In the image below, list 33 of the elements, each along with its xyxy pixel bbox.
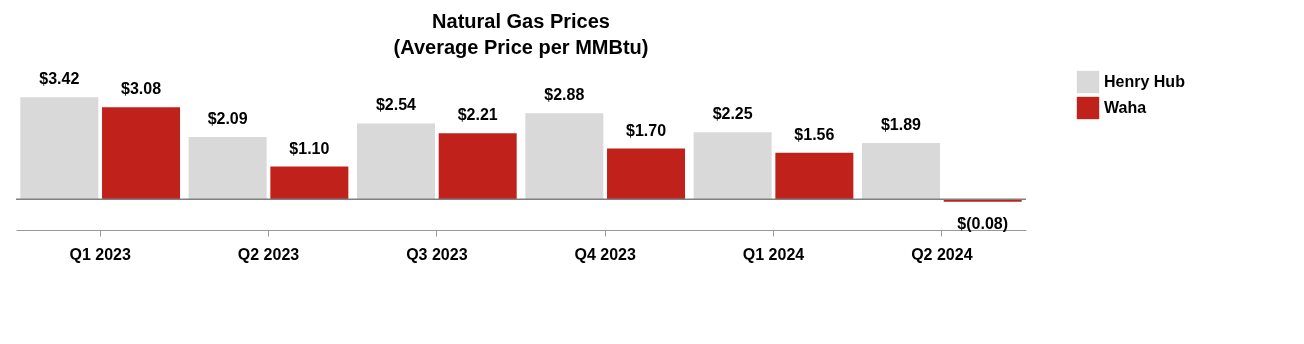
data-label: $3.42 — [39, 70, 80, 88]
x-tick-label: Q4 2023 — [574, 245, 636, 263]
bar — [188, 136, 267, 200]
text: (Average Price per MMBtu) — [393, 36, 649, 58]
bar — [438, 133, 517, 200]
data-label: $2.88 — [544, 86, 585, 104]
data-label: $1.70 — [626, 121, 667, 139]
data-label: $1.89 — [880, 115, 922, 133]
x-tick-label: Q2 2023 — [237, 245, 300, 263]
x-tick-label: Q1 2024 — [742, 245, 805, 263]
data-label: $2.21 — [457, 106, 498, 124]
bar — [525, 113, 604, 200]
bar — [20, 97, 99, 200]
bar — [693, 132, 772, 200]
bar — [607, 148, 686, 200]
bar — [102, 107, 181, 200]
data-label: $3.08 — [121, 80, 162, 98]
bar — [775, 152, 854, 200]
x-tick-label: Q1 2023 — [69, 245, 131, 263]
data-label: $2.09 — [207, 109, 248, 127]
x-tick-label: Q3 2023 — [406, 245, 468, 263]
bar — [356, 123, 435, 200]
bar — [270, 166, 349, 200]
bar — [861, 142, 940, 200]
x-tick-label: Q2 2024 — [911, 245, 973, 263]
legend-label: Waha — [1104, 99, 1147, 116]
data-label: $(0.08) — [957, 214, 1009, 232]
data-label: $1.56 — [794, 125, 835, 143]
data-label: $2.54 — [375, 96, 417, 114]
data-label: $2.25 — [712, 105, 753, 123]
data-label: $1.10 — [289, 139, 330, 157]
text: Natural Gas Prices — [432, 10, 610, 32]
legend-label: Henry Hub — [1104, 73, 1186, 90]
